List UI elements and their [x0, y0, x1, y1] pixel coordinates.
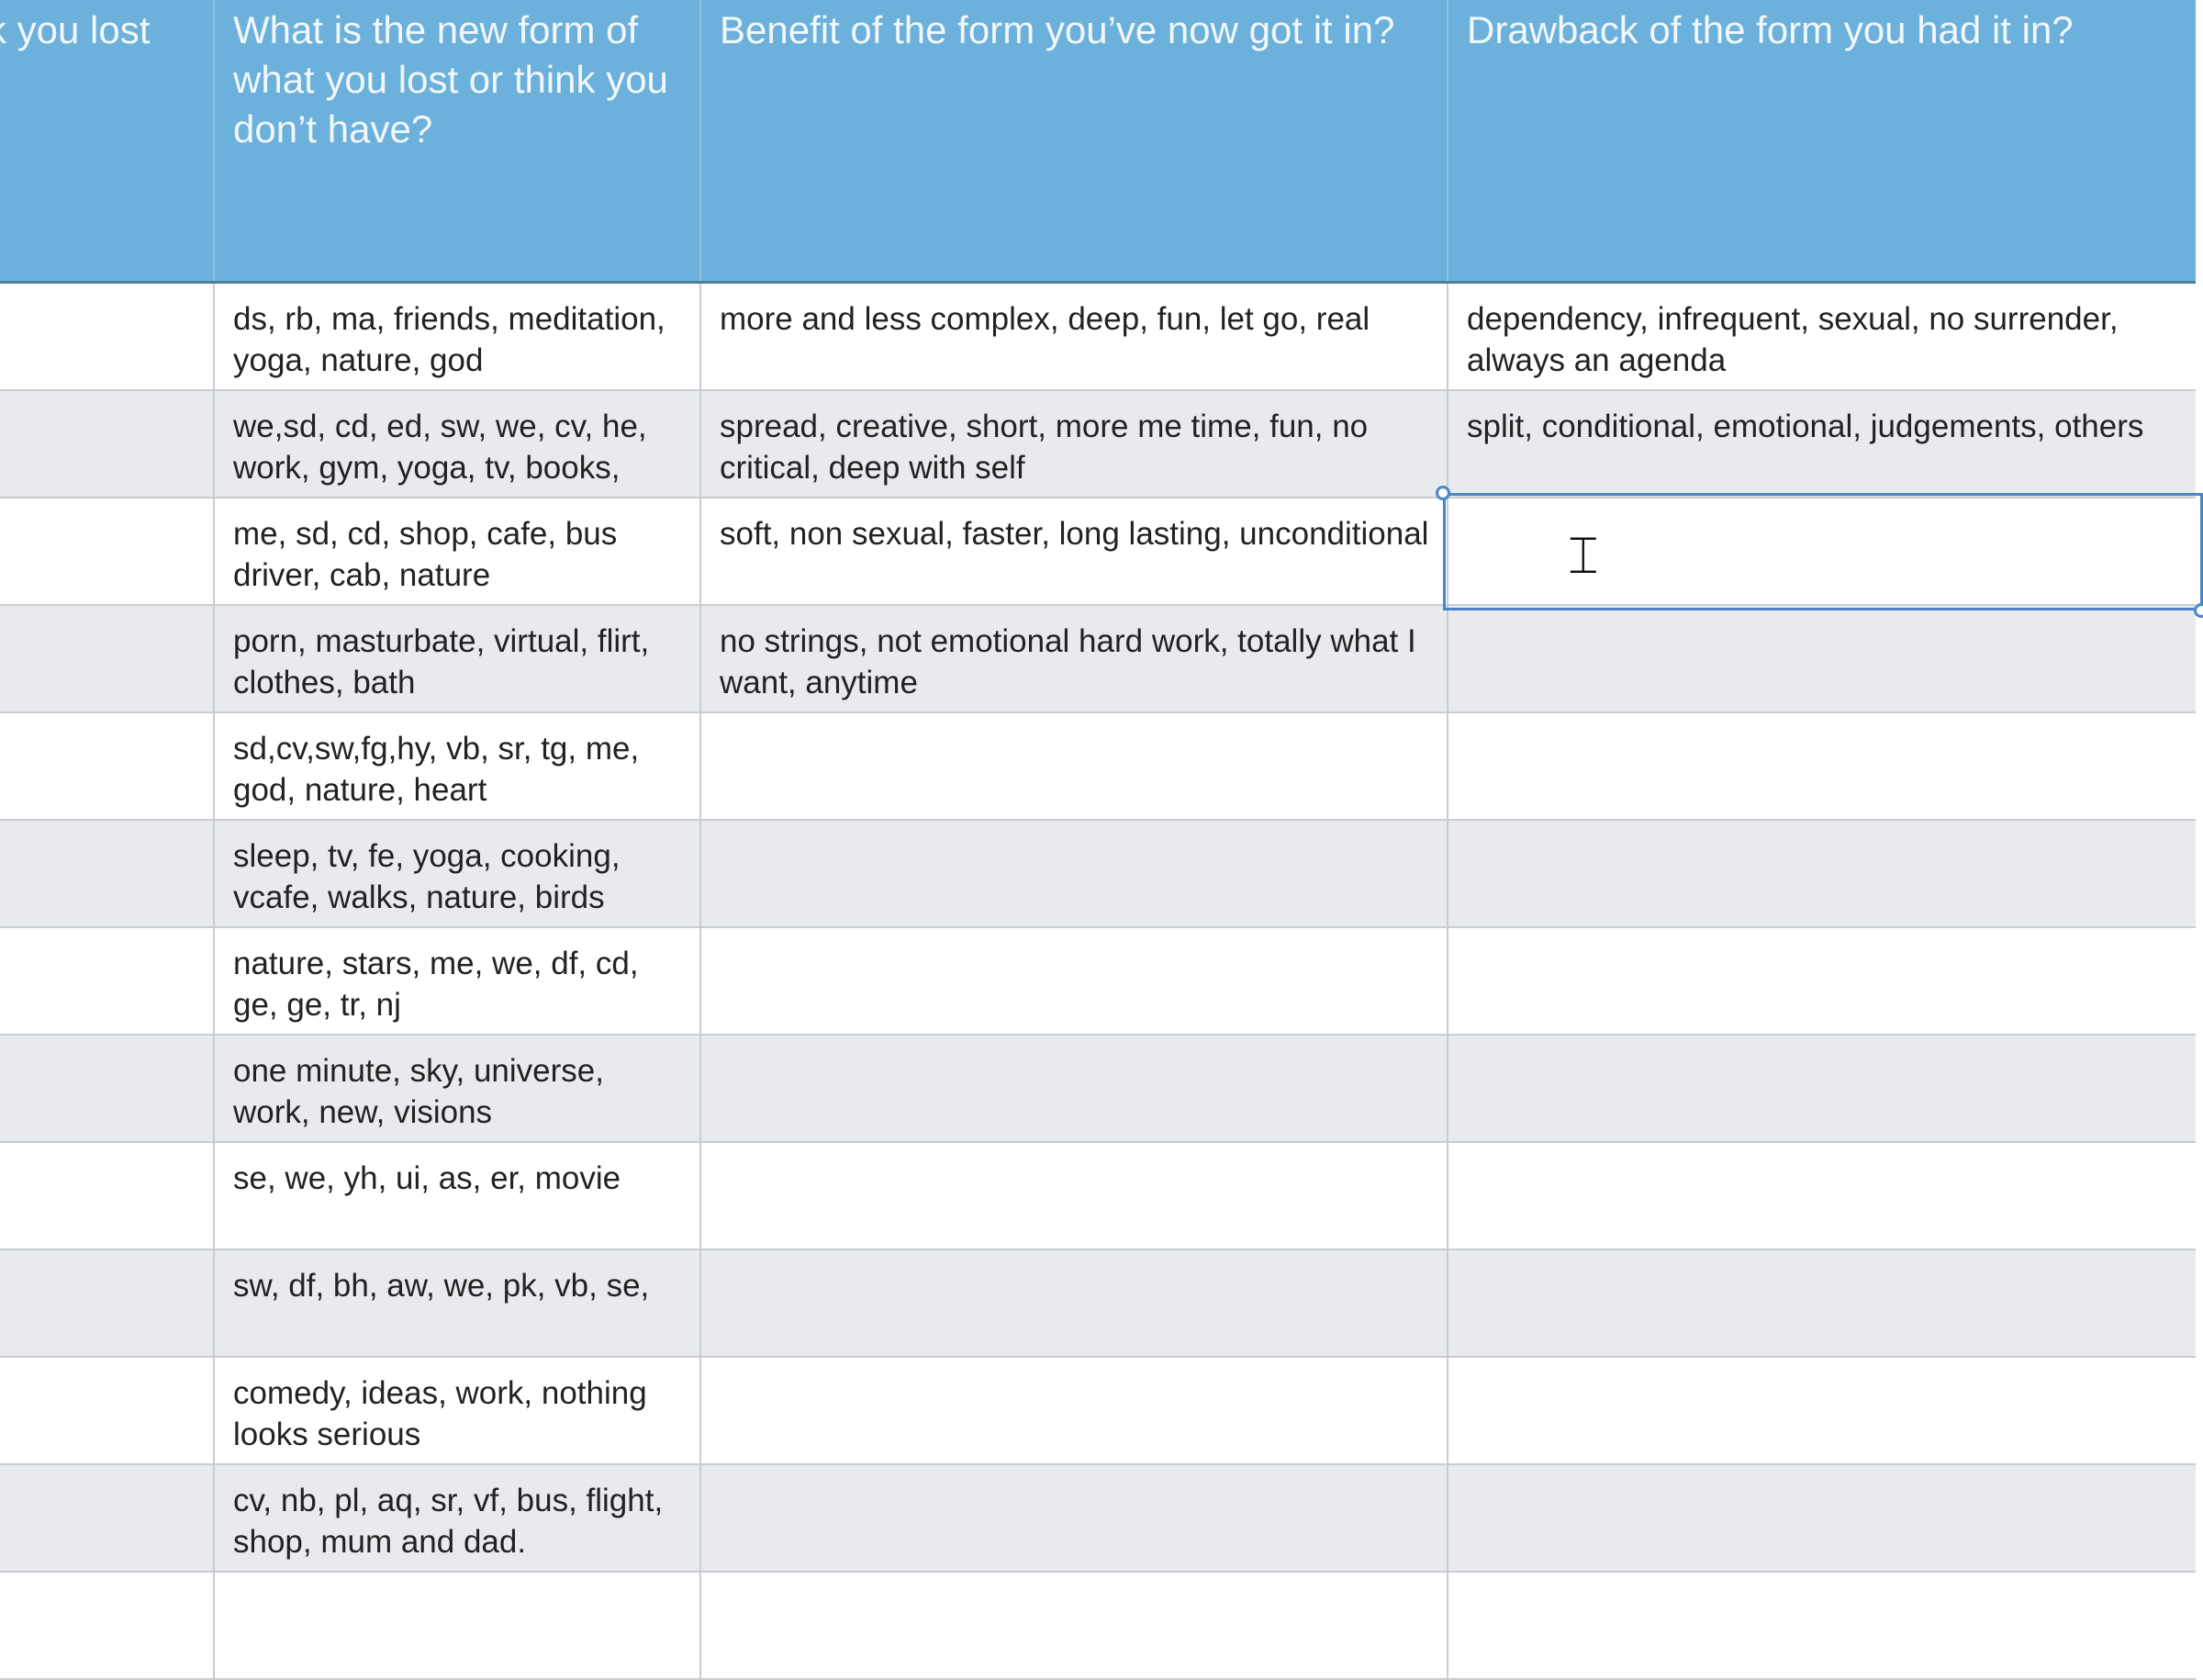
table-cell[interactable]: me, sd, cd, shop, cafe, bus driver, cab,…	[215, 498, 701, 604]
table-cell[interactable]: no strings, not emotional hard work, tot…	[701, 606, 1448, 711]
column-header[interactable]: What is the new form of what you lost or…	[215, 0, 701, 281]
selection-handle[interactable]	[2194, 603, 2203, 618]
table-cell[interactable]: porn, masturbate, virtual, flirt, clothe…	[215, 606, 701, 711]
table-cell[interactable]	[1448, 1358, 2196, 1463]
table-cell[interactable]	[701, 1143, 1448, 1249]
table-cell[interactable]: sleep, tv, fe, yoga, cooking, vcafe, wal…	[215, 821, 701, 926]
column-header[interactable]: Benefit of the form you’ve now got it in…	[701, 0, 1448, 281]
table-row: comedy, ideas, work, nothing looks serio…	[0, 1358, 2196, 1465]
table-cell[interactable]	[0, 1036, 215, 1141]
table-cell[interactable]	[701, 713, 1448, 819]
table-cell[interactable]: dependency, infrequent, sexual, no surre…	[1467, 301, 2119, 378]
table-cell[interactable]	[1448, 606, 2196, 711]
table-row: nature, stars, me, we, df, cd, ge, ge, t…	[0, 928, 2196, 1036]
table-row: sw, df, bh, aw, we, pk, vb, se,	[0, 1250, 2196, 1358]
text-cursor-icon: ⌶	[1568, 526, 1599, 586]
table-cell[interactable]	[0, 498, 215, 604]
table-cell[interactable]	[1448, 1573, 2196, 1678]
table-cell[interactable]	[1448, 713, 2196, 819]
table-cell[interactable]	[1448, 928, 2196, 1034]
table-row: sleep, tv, fe, yoga, cooking, vcafe, wal…	[0, 821, 2196, 928]
table-cell[interactable]	[1448, 821, 2196, 926]
table-cell[interactable]: sw, df, bh, aw, we, pk, vb, se,	[215, 1250, 701, 1356]
table-cell[interactable]	[1448, 1465, 2196, 1571]
table-cell[interactable]	[701, 1250, 1448, 1356]
table-cell[interactable]: soft, non sexual, faster, long lasting, …	[701, 498, 1448, 604]
table-row: sd,cv,sw,fg,hy, vb, sr, tg, me, god, nat…	[0, 713, 2196, 821]
table-cell[interactable]: split, conditional, emotional, judgement…	[1467, 409, 2144, 444]
table-cell[interactable]	[0, 1143, 215, 1249]
table-cell[interactable]	[701, 1573, 1448, 1678]
table-cell[interactable]	[1448, 1036, 2196, 1141]
table-cell[interactable]	[0, 713, 215, 819]
column-header[interactable]: k you lost	[0, 0, 215, 281]
table-cell[interactable]: sd,cv,sw,fg,hy, vb, sr, tg, me, god, nat…	[215, 713, 701, 819]
table-row: we,sd, cd, ed, sw, we, cv, he, work, gym…	[0, 391, 2196, 498]
table-cell[interactable]	[0, 821, 215, 926]
table-cell[interactable]: we,sd, cd, ed, sw, we, cv, he, work, gym…	[215, 391, 701, 497]
table-cell[interactable]	[0, 391, 215, 497]
table-cell[interactable]	[0, 1465, 215, 1571]
table-row: ds, rb, ma, friends, meditation, yoga, n…	[0, 284, 2196, 391]
selection-handle[interactable]	[1436, 486, 1450, 500]
table-cell[interactable]	[215, 1573, 701, 1678]
table-header: k you lost What is the new form of what …	[0, 0, 2196, 284]
table-cell[interactable]: ds, rb, ma, friends, meditation, yoga, n…	[215, 284, 701, 389]
table-row: one minute, sky, universe, work, new, vi…	[0, 1036, 2196, 1143]
table-row: porn, masturbate, virtual, flirt, clothe…	[0, 606, 2196, 713]
table-row: cv, nb, pl, aq, sr, vf, bus, flight, sho…	[0, 1465, 2196, 1573]
table-cell[interactable]	[0, 606, 215, 711]
table-cell[interactable]: more and less complex, deep, fun, let go…	[701, 284, 1448, 389]
table-cell[interactable]	[0, 284, 215, 389]
table-cell[interactable]: spread, creative, short, more me time, f…	[701, 391, 1448, 497]
column-header[interactable]: Drawback of the form you had it in?	[1467, 8, 2074, 51]
table-row: se, we, yh, ui, as, er, movie	[0, 1143, 2196, 1250]
table-row: me, sd, cd, shop, cafe, bus driver, cab,…	[0, 498, 2196, 606]
table-cell[interactable]	[0, 1573, 215, 1678]
table-cell[interactable]	[701, 1036, 1448, 1141]
table-row	[0, 1573, 2196, 1680]
table-cell[interactable]: nature, stars, me, we, df, cd, ge, ge, t…	[215, 928, 701, 1034]
table-cell[interactable]	[0, 1250, 215, 1356]
table-cell[interactable]: comedy, ideas, work, nothing looks serio…	[215, 1358, 701, 1463]
table-cell[interactable]	[701, 1358, 1448, 1463]
table-cell[interactable]: one minute, sky, universe, work, new, vi…	[215, 1036, 701, 1141]
table-cell[interactable]	[1448, 1250, 2196, 1356]
table-cell[interactable]: se, we, yh, ui, as, er, movie	[215, 1143, 701, 1249]
table-cell[interactable]	[701, 1465, 1448, 1571]
table-cell[interactable]	[0, 1358, 215, 1463]
table-cell[interactable]	[701, 928, 1448, 1034]
selected-cell[interactable]	[1443, 493, 2203, 610]
table-cell[interactable]	[0, 928, 215, 1034]
table-cell[interactable]	[1448, 1143, 2196, 1249]
table-cell[interactable]: cv, nb, pl, aq, sr, vf, bus, flight, sho…	[215, 1465, 701, 1571]
table-cell[interactable]	[701, 821, 1448, 926]
